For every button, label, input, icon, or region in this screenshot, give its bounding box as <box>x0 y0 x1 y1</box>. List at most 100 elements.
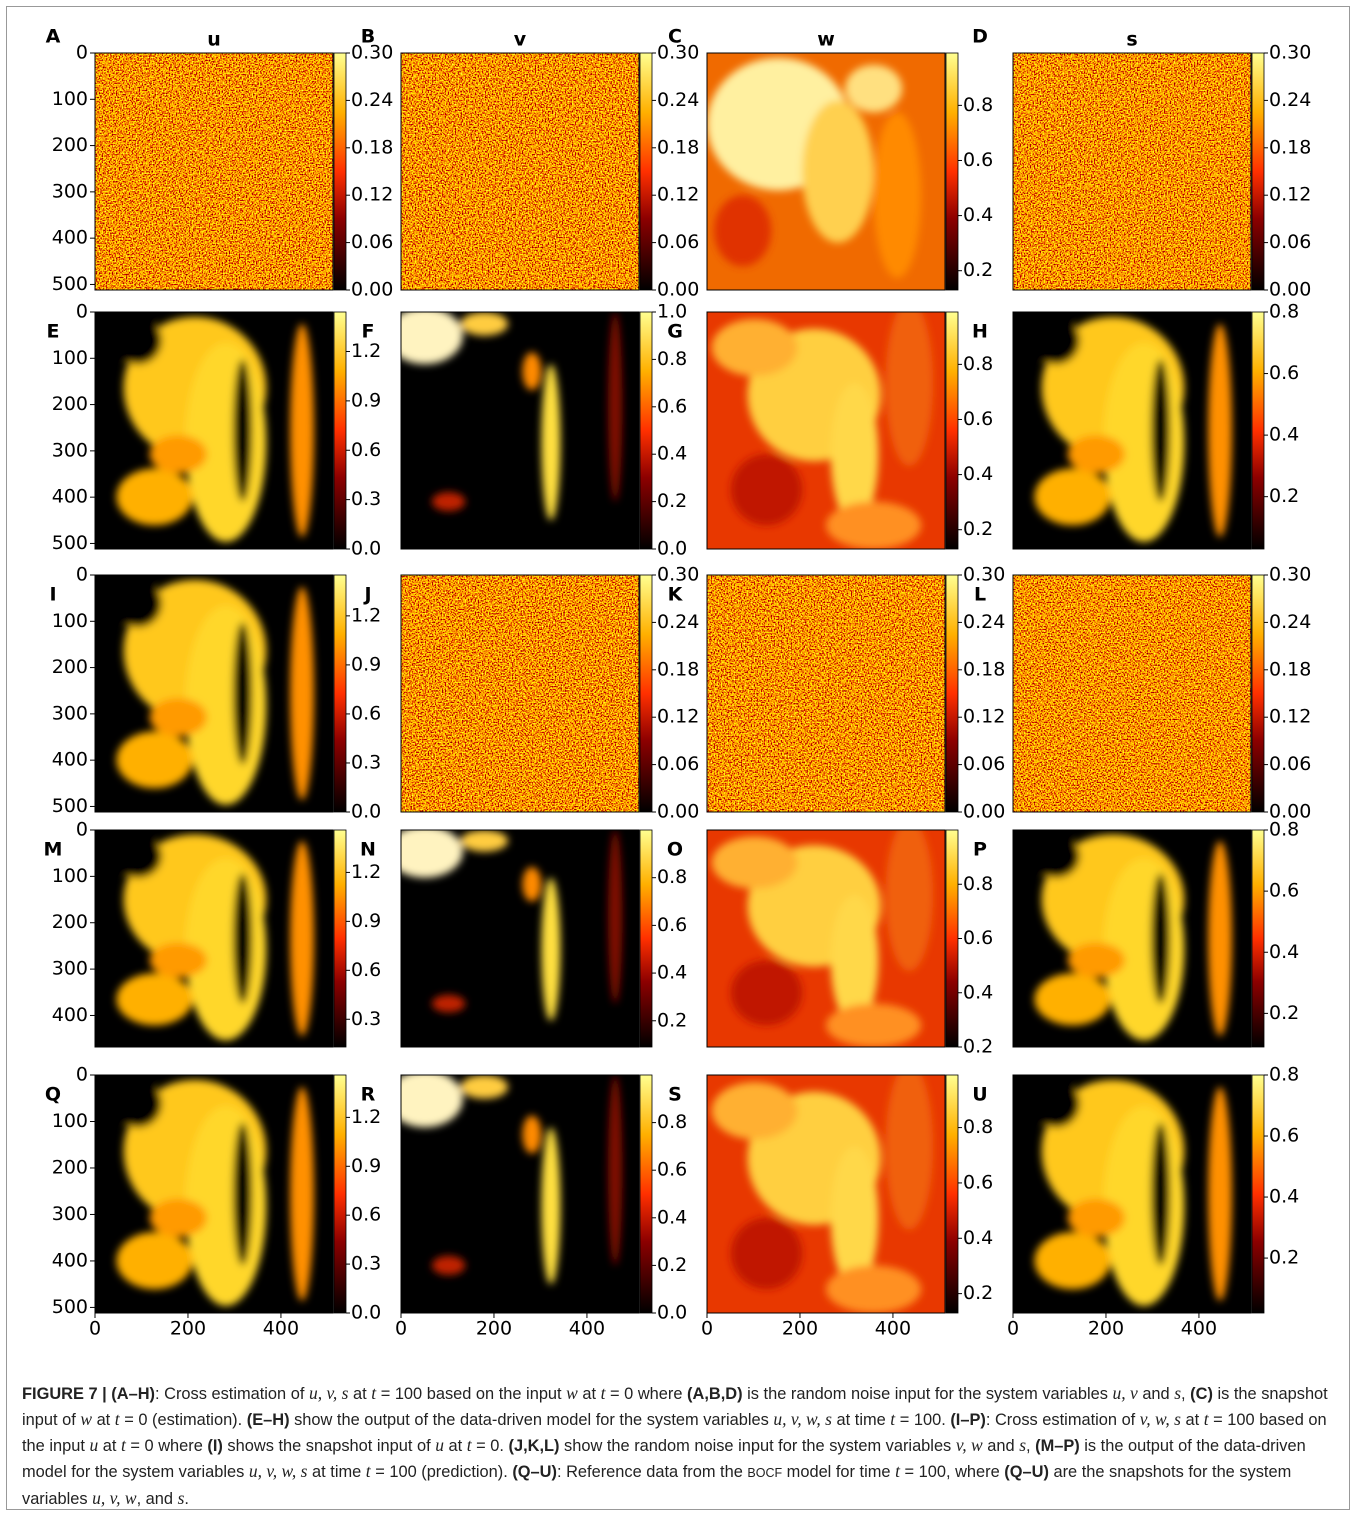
caption-run: , <box>1026 1437 1035 1455</box>
colorbar <box>334 1075 346 1313</box>
field-blob <box>1034 468 1110 525</box>
caption-run: model for time <box>782 1463 895 1481</box>
caption-run: and <box>983 1437 1019 1455</box>
field-blob <box>712 837 798 889</box>
colorbar-tick-label: 0.00 <box>657 801 699 823</box>
colorbar-tick-label: 0.0 <box>351 538 381 560</box>
field-blob <box>150 698 207 736</box>
caption-run: = 0 (estimation). <box>120 1411 247 1429</box>
y-tick-label: 100 <box>52 347 88 369</box>
colorbar <box>946 1075 958 1313</box>
colorbar-tick-label: 0.24 <box>1269 611 1311 633</box>
field-blob <box>845 65 902 112</box>
field-blob <box>1208 1087 1232 1301</box>
panel-letter: E <box>47 321 60 343</box>
colorbar <box>334 312 346 549</box>
colorbar-tick-label: 0.8 <box>963 1116 993 1138</box>
field-blob <box>432 1256 465 1275</box>
colorbar-tick-label: 0.06 <box>1269 231 1311 253</box>
colorbar-tick-label: 0.6 <box>963 927 993 949</box>
caption-run: , and <box>137 1490 178 1508</box>
caption-run: : Cross estimation of <box>155 1385 309 1403</box>
x-tick-label: 400 <box>875 1318 911 1340</box>
colorbar-tick-label: 0.0 <box>351 801 381 823</box>
colorbar-tick-label: 0.12 <box>351 184 393 206</box>
x-tick-label: 400 <box>1181 1318 1217 1340</box>
colorbar-tick-label: 0.2 <box>963 1282 993 1304</box>
y-tick-label: 200 <box>52 393 88 415</box>
x-tick-label: 0 <box>395 1318 407 1340</box>
colorbar-tick-label: 0.2 <box>963 1036 993 1058</box>
column-title: s <box>1126 29 1137 51</box>
colorbar-tick-label: 0.4 <box>657 443 687 465</box>
caption-run: (I–P) <box>950 1411 986 1429</box>
colorbar-tick-label: 0.18 <box>1269 136 1311 158</box>
colorbar-tick-label: 0.6 <box>351 702 381 724</box>
colorbar-tick-label: 0.6 <box>351 439 381 461</box>
colorbar-tick-label: 0.4 <box>657 962 687 984</box>
caption-run: : Reference data from the <box>557 1463 747 1481</box>
colorbar-tick-label: 0.2 <box>1269 1002 1299 1024</box>
y-tick-label: 300 <box>52 958 88 980</box>
colorbar-tick-label: 0.6 <box>963 1171 993 1193</box>
field-blob <box>1151 359 1170 501</box>
field-blob <box>150 435 207 473</box>
colorbar <box>1252 1075 1264 1313</box>
field-blob <box>387 826 463 878</box>
colorbar <box>946 312 958 549</box>
y-tick-label: 100 <box>52 610 88 632</box>
colorbar-tick-label: 0.00 <box>657 279 699 301</box>
colorbar <box>640 830 652 1047</box>
field-blob <box>1032 834 1080 877</box>
caption-run: u <box>435 1435 444 1455</box>
colorbar-tick-label: 0.6 <box>351 1204 381 1226</box>
colorbar-tick-label: 0.8 <box>657 1111 687 1133</box>
colorbar-tick-label: 0.6 <box>657 1159 687 1181</box>
caption-run: , <box>1181 1385 1190 1403</box>
field-blob <box>1068 435 1125 473</box>
heatmap-image <box>1013 575 1251 812</box>
caption-run: at <box>92 1411 115 1429</box>
colorbar-tick-label: 0.18 <box>657 658 699 680</box>
panel-letter: C <box>668 26 682 48</box>
colorbar-tick-label: 0.00 <box>963 801 1005 823</box>
colorbar-tick-label: 0.00 <box>1269 279 1311 301</box>
field-blob <box>1208 841 1232 1036</box>
caption-run: shows the snapshot input of <box>223 1437 435 1455</box>
field-blob <box>233 622 252 764</box>
colorbar-tick-label: 0.06 <box>657 753 699 775</box>
heatmap-image <box>707 300 945 549</box>
caption-run: at <box>348 1385 371 1403</box>
caption-run: (A,B,D) <box>687 1385 743 1403</box>
colorbar-tick-label: 0.4 <box>963 463 993 485</box>
heatmap-image <box>1013 830 1251 1047</box>
y-tick-label: 0 <box>76 564 88 586</box>
field-blob <box>874 112 922 278</box>
colorbar-tick-label: 0.0 <box>657 538 687 560</box>
caption-run: w <box>566 1383 578 1403</box>
x-tick-label: 0 <box>1007 1318 1019 1340</box>
field-blob <box>826 1265 921 1313</box>
heatmap-image <box>707 819 945 1047</box>
y-tick-label: 500 <box>52 795 88 817</box>
colorbar-tick-label: 0.2 <box>1269 485 1299 507</box>
field-blob <box>886 819 934 971</box>
field-blob <box>233 873 252 1003</box>
y-tick-label: 200 <box>52 656 88 678</box>
field-blob <box>714 195 771 266</box>
heatmap-image <box>707 1063 945 1313</box>
colorbar-tick-label: 0.30 <box>657 564 699 586</box>
caption-run: at time <box>832 1411 890 1429</box>
field-blob <box>802 100 873 242</box>
panel-letter: Q <box>45 1084 61 1106</box>
panel-letter: B <box>361 26 375 48</box>
column-title: u <box>207 29 221 51</box>
field-blob <box>608 830 622 1004</box>
panel-letter: H <box>972 321 988 343</box>
colorbar-tick-label: 0.24 <box>963 611 1005 633</box>
field-blob <box>116 468 192 525</box>
colorbar-tick-label: 0.06 <box>963 753 1005 775</box>
y-tick-label: 300 <box>52 180 88 202</box>
colorbar-tick-label: 0.12 <box>963 706 1005 728</box>
heatmap-image <box>1013 312 1251 549</box>
